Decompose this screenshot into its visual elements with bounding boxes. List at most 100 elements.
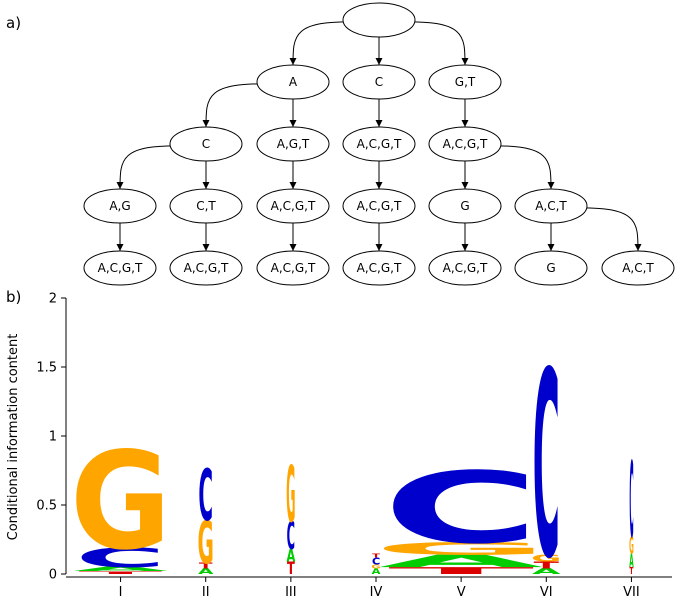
- node-ellipse: [342, 64, 416, 100]
- node-ellipse: [256, 188, 330, 224]
- tree-node: A,C,G,T: [256, 250, 330, 286]
- y-tick-label: 2: [49, 292, 57, 307]
- y-axis: 0 0.5 1 1.5 2: [36, 292, 67, 583]
- node-ellipse: [342, 250, 416, 286]
- node-label: G: [546, 261, 555, 275]
- node-ellipse: [342, 188, 416, 224]
- x-tick-label: IV: [370, 585, 383, 600]
- node-label: A,C,G,T: [184, 261, 229, 275]
- tree-edge: [484, 145, 555, 190]
- node-ellipse: [428, 64, 502, 100]
- panel-a-label: a): [6, 14, 21, 32]
- tree-edge: [398, 21, 469, 66]
- tree-node: A: [256, 64, 330, 100]
- logo-letter-T: T: [287, 560, 295, 579]
- node-ellipse: [428, 250, 502, 286]
- tree-node: C,T: [169, 188, 243, 224]
- logo-letter-G: G: [373, 539, 549, 559]
- node-label: A,C,G,T: [443, 137, 488, 151]
- logo-letter-G: G: [70, 424, 171, 581]
- tree-edge: [570, 207, 642, 252]
- logo-letter-A: A: [286, 547, 295, 566]
- logo-letter-C: C: [372, 556, 381, 567]
- node-ellipse: [169, 188, 243, 224]
- tree-node: A,C,G,T: [428, 126, 502, 162]
- logo-letter-C: C: [629, 442, 633, 562]
- node-ellipse: [83, 188, 157, 224]
- node-ellipse: [256, 250, 330, 286]
- tree-node: A,C,G,T: [256, 188, 330, 224]
- node-label: A,G,T: [277, 137, 310, 151]
- logo-letter-T: T: [534, 560, 560, 571]
- logo-letter-C: C: [198, 456, 213, 538]
- tree-node: A,C,G,T: [83, 250, 157, 286]
- node-ellipse: [256, 64, 330, 100]
- tree-node: A,C,T: [514, 188, 588, 224]
- logo-letter-A: A: [378, 551, 544, 571]
- logo-letter-A: A: [372, 568, 381, 577]
- node-label: C: [202, 137, 210, 151]
- node-label: A,C,G,T: [357, 261, 402, 275]
- tree-edge: [289, 21, 360, 66]
- x-tick-label: II: [202, 585, 210, 600]
- node-label: A,C,G,T: [443, 261, 488, 275]
- x-tick-label: VII: [623, 585, 640, 600]
- tree-node: A,C,T: [601, 250, 675, 286]
- node-ellipse: [428, 126, 502, 162]
- node-ellipse: [428, 188, 502, 224]
- node-ellipse: [169, 250, 243, 286]
- node-ellipse: [514, 250, 588, 286]
- tree-node: [342, 2, 416, 38]
- node-ellipse: [256, 126, 330, 162]
- tree-node: G,T: [428, 64, 502, 100]
- logo-letter-G: G: [286, 452, 295, 542]
- tree-node: G: [514, 250, 588, 286]
- node-label: C: [375, 75, 383, 89]
- logo-letter-A: A: [73, 566, 168, 573]
- node-label: A,C,T: [622, 261, 654, 275]
- logo-letter-G: G: [198, 509, 214, 577]
- x-axis: I II III IV V VI VII: [66, 576, 672, 600]
- node-label: A,C,G,T: [271, 199, 316, 213]
- node-ellipse: [342, 126, 416, 162]
- node-label: A,C,G,T: [357, 137, 402, 151]
- tree-edge: [116, 145, 187, 190]
- node-label: C,T: [196, 199, 216, 213]
- logo-letter-A: A: [532, 567, 561, 576]
- logo-letter-C: C: [75, 543, 165, 574]
- tree-node: A,G: [83, 188, 157, 224]
- logo-letter-G: G: [629, 533, 634, 559]
- tree-node: G: [428, 188, 502, 224]
- tree-node: A,C,G,T: [428, 250, 502, 286]
- node-label: A,C,G,T: [98, 261, 143, 275]
- node-label: G,T: [455, 75, 476, 89]
- y-tick-label: 1: [49, 430, 57, 445]
- y-tick-label: 1.5: [36, 361, 57, 376]
- x-tick-label: I: [119, 585, 123, 600]
- node-ellipse: [601, 250, 675, 286]
- logo-letter-C: C: [287, 514, 295, 559]
- node-label: A,G: [109, 199, 130, 213]
- tree-node: A,C,G,T: [169, 250, 243, 286]
- tree-node: A,C,G,T: [342, 250, 416, 286]
- node-label: G: [460, 199, 469, 213]
- node-ellipse: [514, 188, 588, 224]
- node-ellipse: [342, 2, 416, 38]
- logo-letter-G: G: [531, 553, 561, 564]
- node-label: A,C,G,T: [271, 261, 316, 275]
- prefix-tree: A C G,T C A,G,T A,C,G,T A,C,G,T A,G C,T A,C,G,T A,…: [83, 2, 675, 286]
- logo-letter-A: A: [198, 567, 214, 576]
- node-ellipse: [83, 250, 157, 286]
- tree-node: A,G,T: [256, 126, 330, 162]
- tree-node: A,C,G,T: [342, 188, 416, 224]
- panel-b-label: b): [6, 288, 21, 306]
